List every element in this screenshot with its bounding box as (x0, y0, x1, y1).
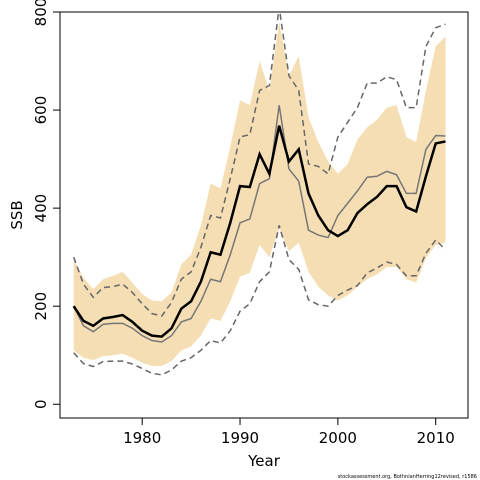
series-line (72, 125, 446, 338)
x-tick-label: 2000 (319, 429, 357, 447)
y-axis-label: SSB (8, 200, 26, 229)
series-line (73, 105, 446, 343)
series-line (72, 12, 446, 317)
x-tick-label: 1990 (221, 429, 259, 447)
footnote: stockassessment.org, BothnianHerring12re… (338, 474, 477, 480)
series-line (73, 225, 447, 376)
y-tick-label: 0 (32, 399, 50, 409)
y-tick-label: 600 (32, 96, 50, 125)
plot-frame (59, 11, 469, 419)
confidence-band (73, 21, 446, 367)
y-tick-label: 400 (32, 194, 50, 223)
y-tick-label: 800 (32, 0, 50, 26)
x-tick-label: 2010 (417, 429, 455, 447)
x-tick-label: 1980 (123, 429, 161, 447)
x-axis-label: Year (247, 452, 281, 470)
plot-area (72, 12, 447, 376)
y-tick-label: 200 (32, 292, 50, 321)
